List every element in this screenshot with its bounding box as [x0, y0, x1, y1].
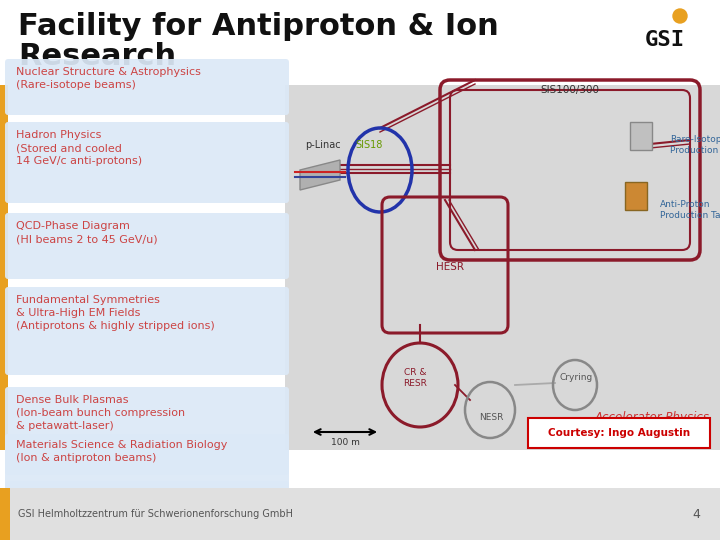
Bar [0, 488, 10, 540]
FancyBboxPatch shape [5, 122, 289, 203]
Text: Cryring: Cryring [559, 374, 593, 382]
Bar [0, 488, 720, 540]
Text: Nuclear Structure & Astrophysics
(Rare-isotope beams): Nuclear Structure & Astrophysics (Rare-i… [16, 67, 201, 90]
Text: Rare-Isotope
Production Target: Rare-Isotope Production Target [670, 135, 720, 155]
Text: Materials Science & Radiation Biology
(Ion & antiproton beams): Materials Science & Radiation Biology (I… [16, 440, 228, 463]
FancyBboxPatch shape [5, 287, 289, 375]
Bar [285, 85, 720, 450]
Polygon shape [300, 160, 340, 190]
Bar [630, 122, 652, 150]
Bar [0, 0, 720, 90]
Text: NESR: NESR [479, 414, 503, 422]
Bar [0, 85, 8, 450]
FancyBboxPatch shape [5, 213, 289, 279]
Text: CR &
RESR: CR & RESR [403, 368, 427, 388]
Text: 4: 4 [692, 508, 700, 521]
Text: HESR: HESR [436, 262, 464, 272]
Text: Anti-Proton
Production Target: Anti-Proton Production Target [660, 200, 720, 220]
FancyBboxPatch shape [5, 481, 289, 535]
Text: Accelerator Physics: Accelerator Physics [595, 411, 710, 424]
Text: SIS18: SIS18 [355, 140, 382, 150]
Text: 100 m: 100 m [330, 438, 359, 447]
FancyBboxPatch shape [5, 387, 289, 475]
Text: Research: Research [18, 42, 176, 71]
Text: GSI: GSI [645, 30, 685, 50]
Text: Dense Bulk Plasmas
(Ion-beam bunch compression
& petawatt-laser): Dense Bulk Plasmas (Ion-beam bunch compr… [16, 395, 185, 431]
FancyBboxPatch shape [5, 59, 289, 115]
Bar [625, 182, 647, 210]
Text: SIS100/300: SIS100/300 [541, 85, 600, 95]
Text: Facility for Antiproton & Ion: Facility for Antiproton & Ion [18, 12, 499, 41]
FancyBboxPatch shape [5, 434, 289, 488]
Text: Courtesy: Ingo Augustin: Courtesy: Ingo Augustin [548, 428, 690, 438]
Text: Hadron Physics
(Stored and cooled
14 GeV/c anti-protons): Hadron Physics (Stored and cooled 14 GeV… [16, 130, 142, 166]
FancyBboxPatch shape [528, 418, 710, 448]
Text: QCD-Phase Diagram
(HI beams 2 to 45 GeV/u): QCD-Phase Diagram (HI beams 2 to 45 GeV/… [16, 221, 158, 244]
Text: GSI Helmholtzzentrum für Schwerionenforschung GmbH: GSI Helmholtzzentrum für Schwerionenfors… [18, 509, 293, 519]
Circle shape [673, 9, 687, 23]
Text: Materials Science & Radiation Biology
(Ion & antiproton beams): Materials Science & Radiation Biology (I… [16, 489, 228, 512]
Text: Fundamental Symmetries
& Ultra-High EM Fields
(Antiprotons & highly stripped ion: Fundamental Symmetries & Ultra-High EM F… [16, 295, 215, 332]
Text: p-Linac: p-Linac [305, 140, 341, 150]
